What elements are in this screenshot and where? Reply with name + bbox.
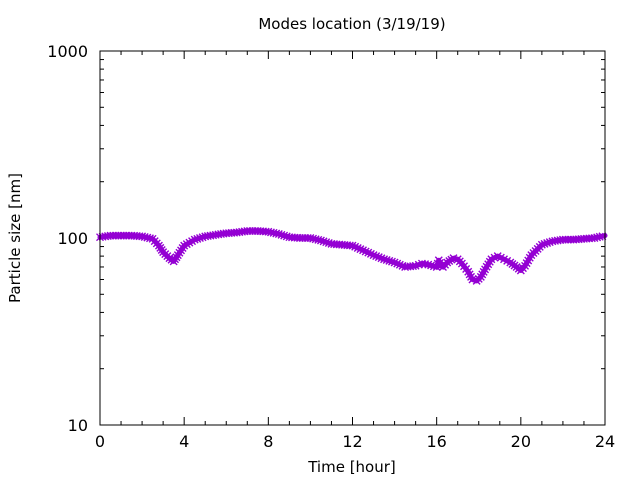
y-axis-label: Particle size [nm] [6,173,24,303]
data-point [195,234,204,243]
data-point [319,237,328,246]
data-point [595,232,604,241]
tick-labels: 0 4 8 12 16 20 24 10 100 1000 [47,42,615,451]
chart-title: Modes location (3/19/19) [258,15,445,33]
axis-ticks [99,50,606,426]
y-tick-label: 10 [68,416,88,435]
x-tick-label: 0 [95,432,105,451]
data-point [424,260,433,269]
data-point [540,239,549,248]
x-tick-label: 20 [511,432,531,451]
series-group [96,227,608,285]
data-point [543,239,552,248]
data-point [427,261,436,270]
data-point [369,251,378,260]
x-tick-label: 16 [426,432,446,451]
y-tick-label: 100 [57,229,88,248]
data-point [409,262,417,271]
data-point [190,235,199,244]
x-axis-label: Time [hour] [307,458,396,476]
y-tick-label: 1000 [47,42,88,61]
data-point [316,236,325,245]
series-markers [96,227,607,285]
data-point [374,253,383,262]
data-point [377,254,386,263]
data-point [385,256,394,265]
plot-frame [99,50,606,426]
data-point [429,262,438,271]
data-point [382,256,391,265]
data-point [537,240,546,249]
data-point [387,257,396,266]
x-tick-label: 12 [342,432,362,451]
data-point [322,238,331,247]
x-tick-label: 8 [263,432,273,451]
x-tick-label: 24 [595,432,615,451]
data-point [145,234,154,243]
data-point [372,252,381,261]
data-point [380,255,389,264]
data-point [193,234,202,243]
x-tick-label: 4 [179,432,189,451]
